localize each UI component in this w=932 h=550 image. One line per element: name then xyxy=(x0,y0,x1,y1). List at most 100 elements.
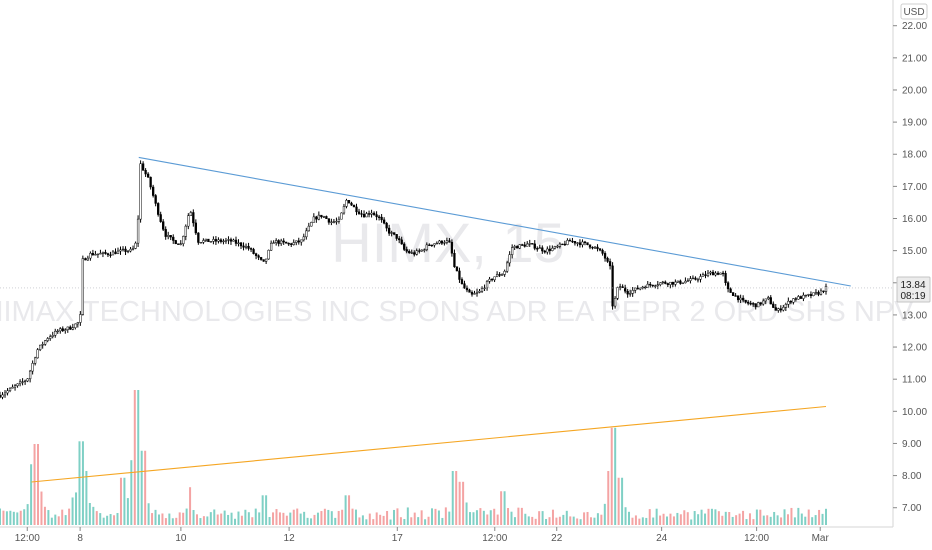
candle-body xyxy=(583,241,587,243)
volume-bar xyxy=(710,508,713,525)
volume-bar xyxy=(227,514,230,525)
volume-bar xyxy=(645,517,648,525)
candle-body xyxy=(410,252,413,254)
candle-body xyxy=(563,243,567,246)
volume-bar xyxy=(420,510,423,525)
volume-bar xyxy=(652,517,655,525)
volume-bar xyxy=(92,506,95,525)
candle-body xyxy=(403,243,406,250)
candle-body xyxy=(736,295,740,301)
volume-bar xyxy=(507,508,510,525)
candle-body xyxy=(244,245,248,248)
candle-body xyxy=(423,249,426,251)
trendline-1[interactable] xyxy=(31,405,827,483)
candle-body xyxy=(8,387,12,391)
candle-body xyxy=(124,248,127,252)
candle-body xyxy=(182,236,185,245)
volume-bar xyxy=(344,495,347,525)
candle-body xyxy=(789,300,793,303)
candle-body xyxy=(807,294,810,296)
volume-bar xyxy=(576,518,579,525)
trendline-0[interactable] xyxy=(138,156,851,287)
candle-body xyxy=(249,248,253,250)
candle-body xyxy=(49,336,52,339)
volume-bar xyxy=(541,511,544,525)
volume-bar xyxy=(102,517,105,525)
volume-bar xyxy=(354,509,357,525)
candle-body xyxy=(144,170,147,175)
volume-bar xyxy=(714,509,717,525)
candle-body xyxy=(234,239,238,244)
candle-body xyxy=(355,206,358,213)
volume-bar xyxy=(16,512,19,525)
volume-bar xyxy=(641,517,644,525)
candle-body xyxy=(621,286,624,288)
volume-bar xyxy=(793,517,796,525)
candle-body xyxy=(799,296,803,299)
candle-body xyxy=(312,216,315,223)
y-tick-label-8: 15.00 xyxy=(902,246,927,257)
candle-body xyxy=(744,299,747,303)
candle-body xyxy=(505,262,509,272)
volume-bar xyxy=(666,516,669,525)
y-tick-label-0: 7.00 xyxy=(902,503,922,514)
volume-bar xyxy=(413,512,416,525)
candle-body xyxy=(689,278,692,281)
candle-body xyxy=(219,239,223,242)
volume-bar xyxy=(289,512,292,525)
candle-body xyxy=(347,200,351,204)
candle-body xyxy=(556,246,559,248)
candle-body xyxy=(157,203,160,215)
candle-body xyxy=(571,240,574,243)
volume-bar xyxy=(555,517,558,525)
candle-body xyxy=(325,216,328,219)
volume-bar xyxy=(448,511,451,525)
volume-bar xyxy=(119,477,122,525)
candle-body xyxy=(259,257,263,260)
time-axis[interactable]: 12:00 8 10 12 17 12:00 22 24 12:00 Mar xyxy=(15,527,830,544)
candle-body xyxy=(357,211,361,214)
volume-bar xyxy=(54,514,57,525)
candle-body xyxy=(450,241,454,254)
candle-body xyxy=(455,266,459,272)
candle-body xyxy=(475,292,479,294)
candle-body xyxy=(393,232,396,235)
volume-bar xyxy=(527,516,530,525)
candle-body xyxy=(332,221,336,223)
candle-body xyxy=(418,250,421,252)
candle-body xyxy=(676,280,680,283)
candle-body xyxy=(189,212,192,216)
candle-body xyxy=(44,340,47,345)
candle-body xyxy=(779,308,782,311)
volume-bar xyxy=(282,512,285,525)
volume-bar xyxy=(786,514,789,525)
volume-bar xyxy=(472,512,475,525)
candle-body xyxy=(543,250,546,253)
volume-bar xyxy=(109,514,112,525)
trendlines[interactable] xyxy=(0,156,893,483)
volume-bar xyxy=(500,491,503,525)
volume-bar xyxy=(683,510,686,525)
candle-body xyxy=(74,323,77,328)
candle-body xyxy=(435,242,439,245)
candle-body xyxy=(445,240,449,243)
volume-bar xyxy=(465,502,468,525)
volume-bar xyxy=(278,512,281,525)
candle-body xyxy=(252,249,255,254)
volume-bar xyxy=(175,517,178,525)
candle-body xyxy=(473,293,476,295)
volume-bar xyxy=(814,515,817,525)
last-price-badge: 13.84 08:19 xyxy=(896,276,931,303)
volume-bar xyxy=(752,519,755,525)
candle-body xyxy=(759,302,762,305)
volume-bar xyxy=(562,514,565,525)
volume-bar xyxy=(686,512,689,525)
volume-bar xyxy=(244,509,247,525)
candle-body xyxy=(493,276,496,281)
volume-bar xyxy=(37,444,40,525)
price-axis[interactable]: 7.008.009.0010.0011.0012.0013.0014.0015.… xyxy=(893,21,927,514)
volume-bar xyxy=(26,504,29,525)
candle-body xyxy=(701,274,705,277)
candle-body xyxy=(141,163,145,171)
